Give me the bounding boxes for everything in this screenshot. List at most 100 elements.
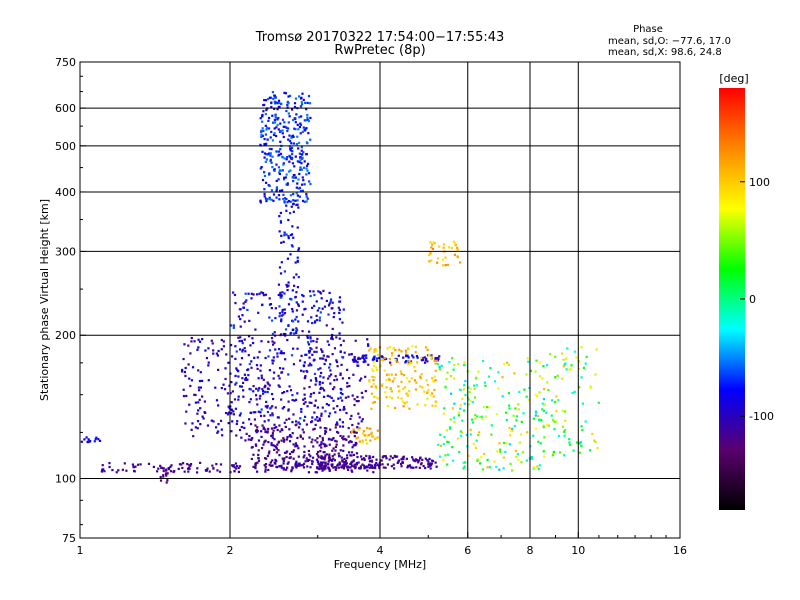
data-point — [309, 138, 312, 141]
data-point — [353, 398, 356, 401]
data-point — [333, 379, 336, 382]
data-point — [293, 165, 296, 168]
data-point — [334, 423, 338, 426]
data-point — [352, 444, 355, 447]
data-point — [290, 136, 293, 139]
data-point — [419, 377, 422, 380]
data-point — [203, 411, 206, 414]
data-point — [309, 379, 313, 382]
data-point — [436, 356, 439, 360]
data-point — [468, 390, 471, 394]
data-point — [305, 195, 308, 198]
data-point — [287, 121, 290, 124]
data-point — [461, 419, 464, 422]
data-point — [383, 369, 386, 372]
data-point — [227, 405, 230, 408]
data-point — [268, 147, 271, 151]
data-point — [541, 408, 544, 411]
data-point — [440, 364, 443, 367]
data-point — [374, 347, 377, 351]
data-point — [338, 296, 342, 299]
data-point — [305, 173, 308, 176]
data-point — [290, 142, 293, 145]
data-point — [296, 444, 299, 448]
data-point — [245, 432, 248, 436]
data-point — [236, 368, 239, 372]
data-point — [245, 299, 248, 302]
data-point — [370, 407, 373, 410]
data-point — [190, 336, 193, 340]
data-point — [224, 411, 228, 415]
data-point — [328, 363, 332, 366]
data-point — [272, 429, 275, 432]
data-point — [381, 456, 384, 459]
data-point — [292, 236, 295, 239]
data-point — [100, 470, 104, 473]
data-point — [294, 318, 297, 321]
data-point — [283, 91, 286, 95]
data-point — [279, 129, 282, 133]
data-point — [255, 398, 258, 401]
data-point — [147, 462, 151, 465]
data-point — [272, 133, 276, 137]
data-point — [498, 468, 501, 471]
data-point — [338, 462, 342, 465]
data-point — [266, 153, 269, 156]
data-point — [288, 134, 291, 137]
data-point — [290, 298, 293, 301]
data-point — [297, 447, 300, 450]
data-point — [421, 356, 424, 360]
data-point — [358, 379, 362, 382]
data-point — [287, 138, 290, 141]
data-point — [282, 332, 286, 336]
data-point — [235, 422, 238, 426]
data-point — [207, 347, 210, 350]
data-point — [555, 410, 558, 413]
data-point — [309, 294, 312, 298]
data-point — [345, 438, 348, 441]
data-point — [481, 359, 485, 363]
data-point — [257, 457, 260, 460]
data-point — [457, 414, 460, 417]
data-point — [384, 391, 387, 394]
data-point — [272, 371, 276, 374]
data-point — [324, 464, 328, 467]
data-point — [299, 369, 303, 372]
data-point — [264, 160, 267, 163]
data-point — [234, 374, 237, 378]
data-point — [186, 462, 189, 466]
data-point — [301, 183, 304, 186]
data-point — [346, 456, 349, 460]
data-point — [329, 457, 332, 460]
data-point — [249, 411, 253, 415]
data-point — [189, 463, 193, 466]
y-tick-label: 200 — [55, 329, 76, 342]
data-point — [327, 466, 330, 469]
data-point — [367, 363, 370, 366]
data-point — [324, 430, 328, 433]
data-point — [374, 395, 377, 399]
data-point — [575, 441, 579, 444]
data-point — [319, 311, 322, 314]
data-point — [187, 470, 190, 473]
data-point — [159, 475, 162, 479]
data-point — [486, 405, 489, 409]
data-point — [553, 401, 557, 404]
data-point — [555, 395, 558, 398]
data-point — [282, 125, 285, 128]
data-point — [212, 420, 215, 423]
data-point — [429, 394, 432, 397]
data-point — [272, 97, 275, 100]
data-point — [300, 168, 303, 171]
data-point — [258, 350, 261, 353]
data-point — [196, 348, 199, 351]
data-point — [259, 167, 262, 170]
data-point — [290, 205, 293, 208]
data-point — [337, 397, 340, 400]
data-point — [516, 453, 519, 456]
data-point — [273, 127, 276, 130]
data-point — [345, 462, 348, 465]
data-point — [285, 173, 288, 176]
data-point — [296, 256, 299, 259]
data-point — [292, 413, 295, 416]
